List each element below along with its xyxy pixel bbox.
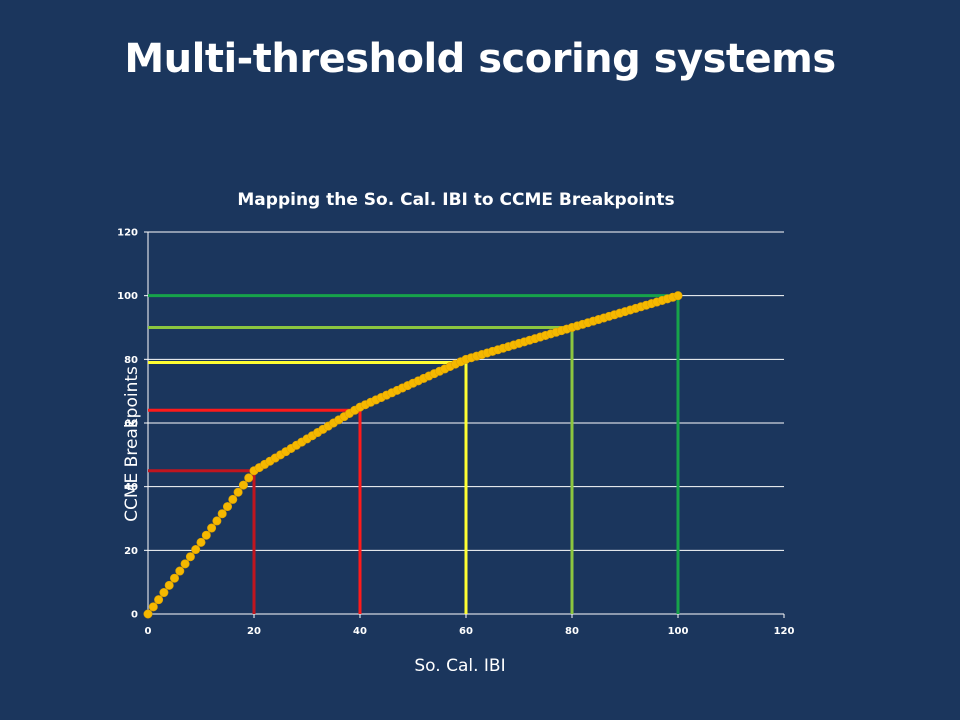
data-point: [148, 602, 158, 612]
data-point: [207, 523, 217, 533]
data-point: [143, 609, 153, 619]
x-tick-label-100: 100: [668, 626, 689, 637]
x-tick-label-120: 120: [774, 626, 795, 637]
data-point: [201, 530, 211, 540]
data-point: [164, 580, 174, 590]
y-tick-label-0: 0: [131, 610, 138, 621]
data-point: [191, 545, 201, 555]
data-point: [244, 473, 254, 483]
y-tick-label-80: 80: [124, 355, 138, 366]
y-tick-label-120: 120: [117, 228, 138, 239]
data-points: [143, 291, 683, 619]
chart-title: Mapping the So. Cal. IBI to CCME Breakpo…: [237, 190, 675, 210]
y-tick-label-100: 100: [117, 291, 138, 302]
slide-title: Multi-threshold scoring systems: [124, 36, 836, 82]
tick-labels: 0 20 40 60 80 100 120 0 20 40 60 80 100 120: [117, 228, 794, 638]
data-point: [196, 537, 206, 547]
data-point: [154, 595, 164, 605]
y-tick-label-40: 40: [124, 482, 138, 493]
data-point: [228, 494, 238, 504]
data-point: [217, 509, 227, 519]
data-point: [185, 552, 195, 562]
x-tick-label-0: 0: [145, 626, 152, 637]
data-point: [175, 566, 185, 576]
data-point: [212, 516, 222, 526]
data-point: [159, 588, 169, 598]
y-tick-label-20: 20: [124, 546, 138, 557]
data-point: [238, 480, 248, 490]
x-axis-label: So. Cal. IBI: [414, 656, 506, 676]
y-tick-label-60: 60: [124, 419, 138, 430]
data-point: [233, 487, 243, 497]
y-axis-label: CCME Breakpoints: [122, 366, 142, 522]
x-tick-label-40: 40: [353, 626, 367, 637]
x-tick-label-80: 80: [565, 626, 579, 637]
data-point: [170, 573, 180, 583]
x-tick-label-60: 60: [459, 626, 473, 637]
data-point: [673, 291, 683, 301]
x-tick-label-20: 20: [247, 626, 261, 637]
data-point: [223, 502, 233, 512]
threshold-lines: [148, 294, 680, 614]
axes: [144, 231, 785, 618]
data-point: [180, 559, 190, 569]
